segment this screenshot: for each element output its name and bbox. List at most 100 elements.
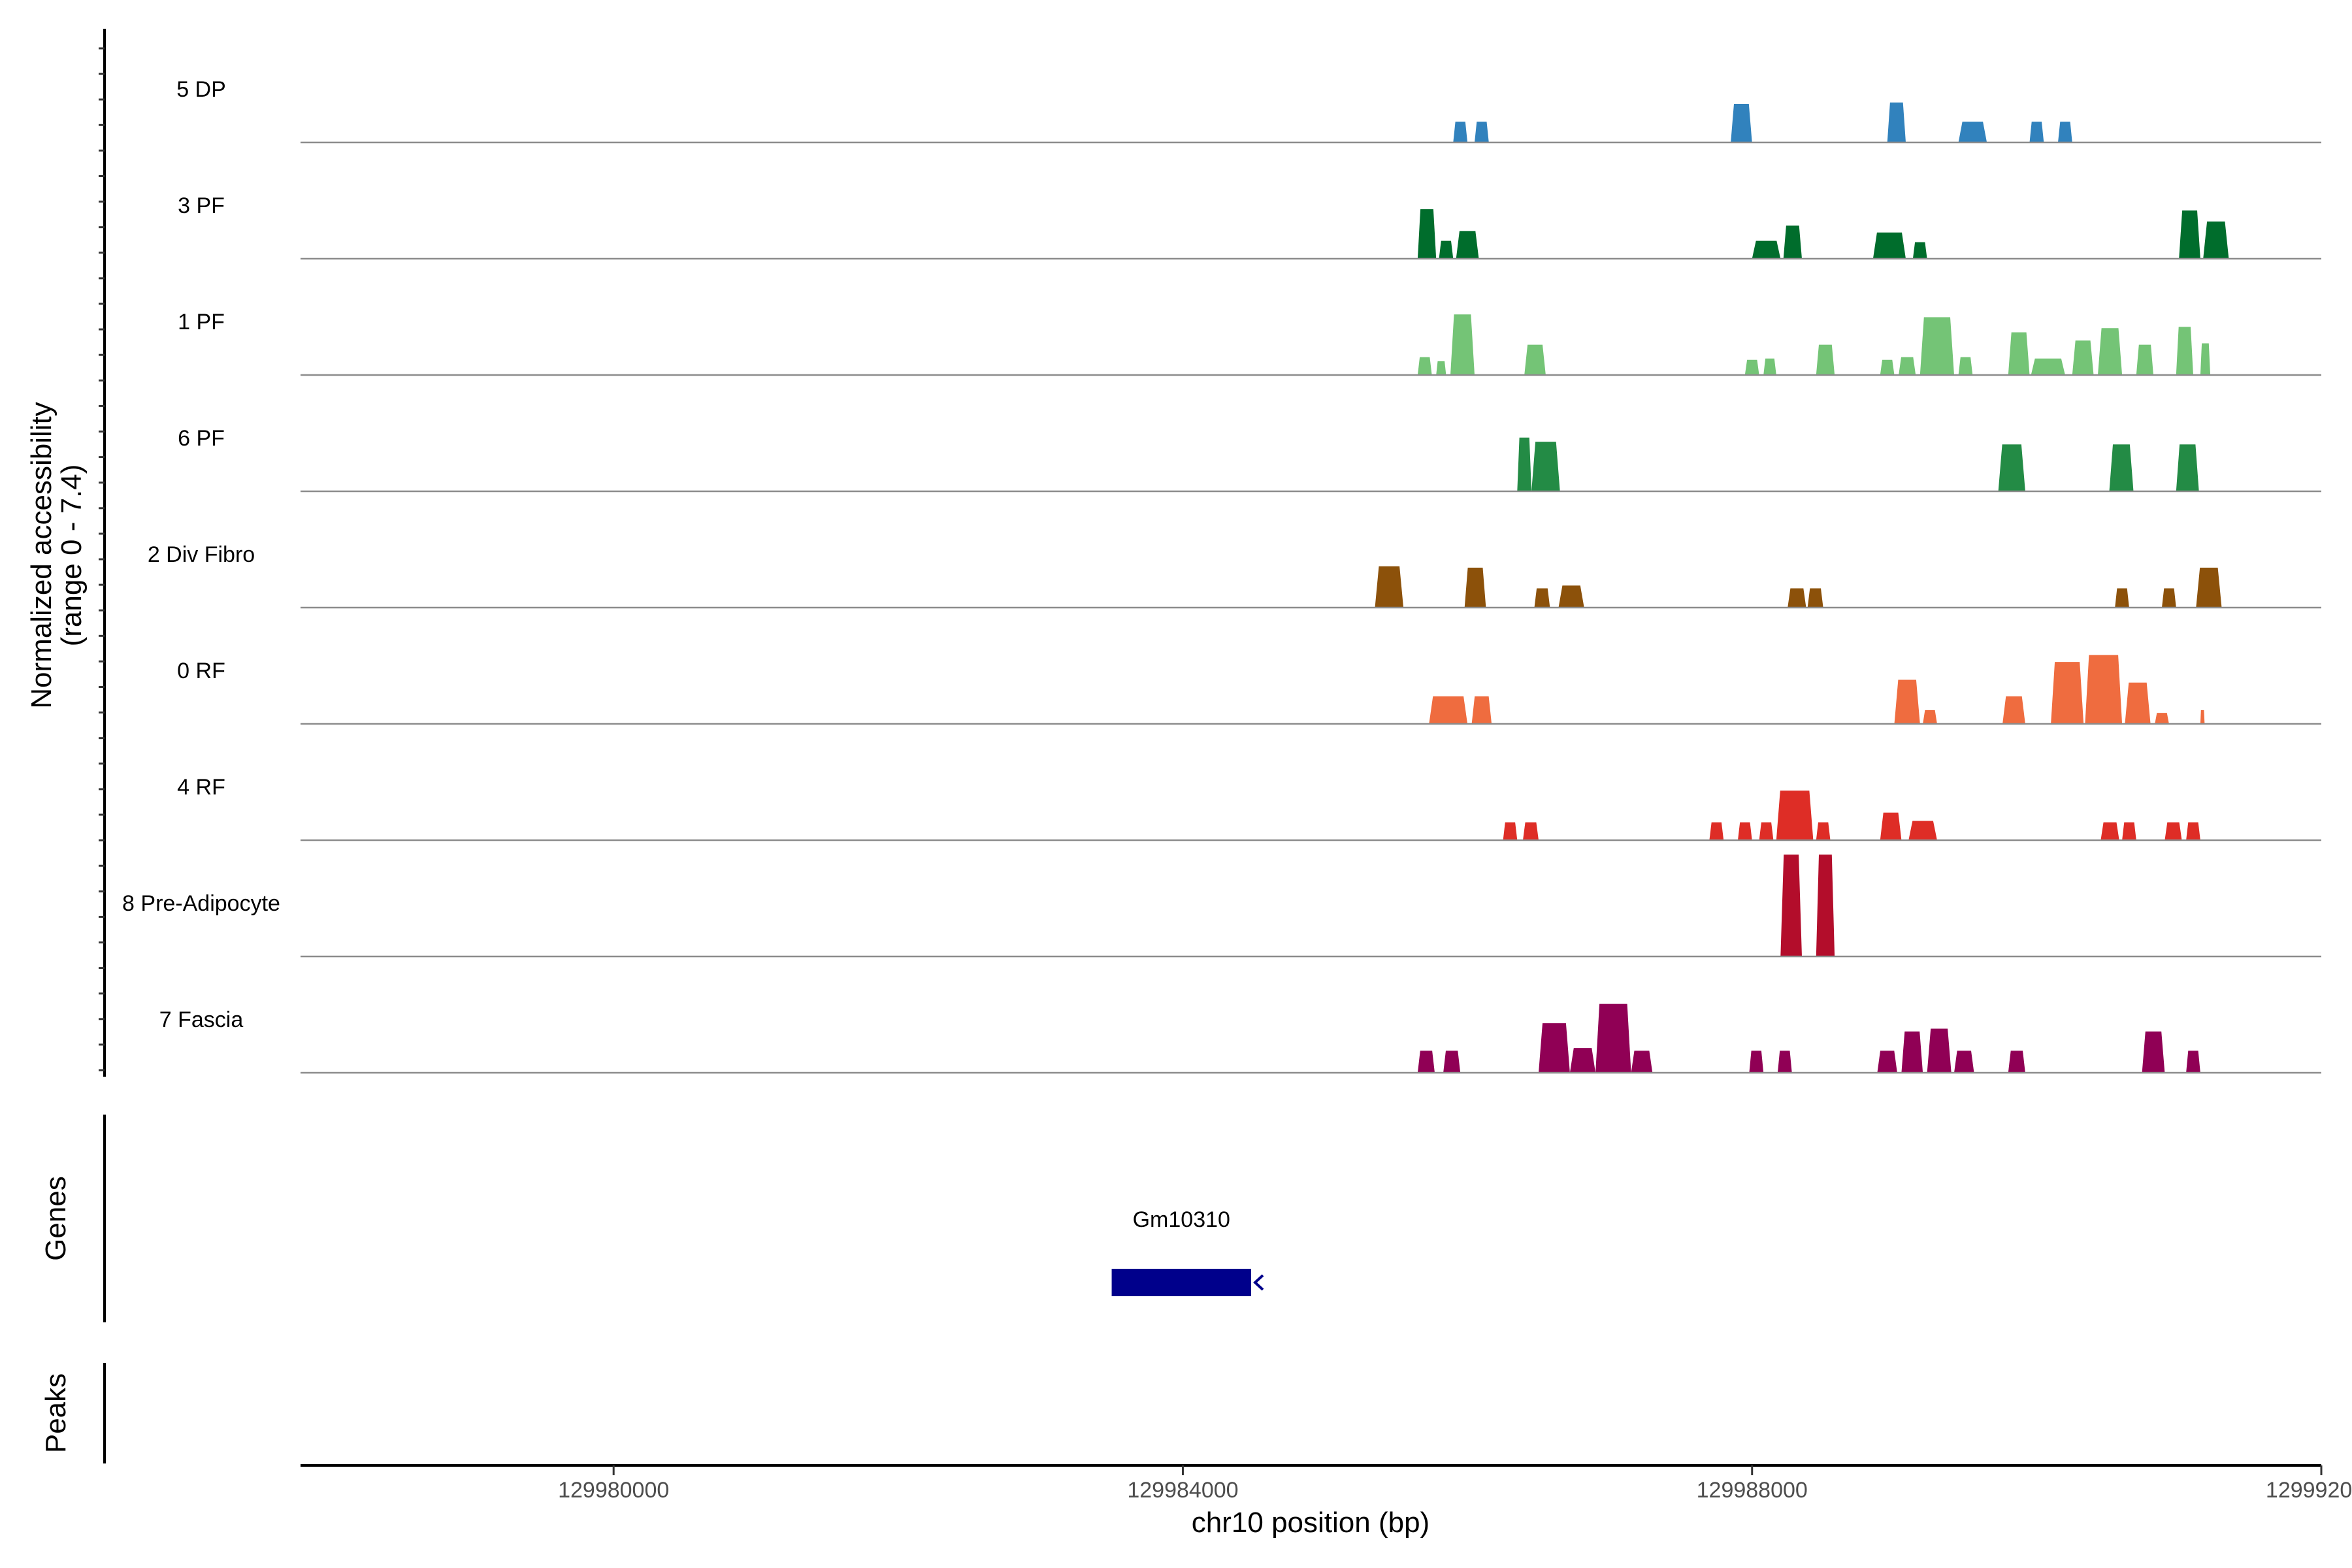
accessibility-peak <box>2196 567 2222 608</box>
track-2-div-fibro: 2 Div Fibro <box>148 542 2321 609</box>
accessibility-peak <box>1569 1048 1596 1073</box>
accessibility-peak <box>2155 713 2169 724</box>
accessibility-peak <box>1877 1051 1897 1073</box>
accessibility-peak <box>2203 221 2229 259</box>
accessibility-peak <box>1503 822 1518 840</box>
accessibility-peak <box>1475 122 1489 142</box>
accessibility-peak <box>2142 1031 2165 1073</box>
track-4-rf: 4 RF <box>177 775 2321 841</box>
accessibility-peak <box>1417 357 1432 375</box>
x-tick-label: 129992000 <box>2266 1478 2352 1503</box>
accessibility-peak <box>1456 231 1479 259</box>
accessibility-peak <box>1558 585 1584 608</box>
accessibility-peak <box>1912 242 1927 259</box>
accessibility-peak <box>2002 696 2025 724</box>
accessibility-peak <box>1417 209 1437 259</box>
accessibility-peak <box>2186 822 2200 840</box>
track-label: 5 DP <box>176 77 226 102</box>
track-label: 8 Pre-Adipocyte <box>122 891 280 916</box>
accessibility-peak <box>1816 344 1835 375</box>
accessibility-peak <box>1375 566 1404 608</box>
accessibility-peak <box>1631 1051 1653 1073</box>
accessibility-peak <box>1517 437 1532 491</box>
accessibility-peak <box>2031 358 2065 375</box>
accessibility-peak <box>1436 361 1446 375</box>
track-label: 4 RF <box>177 775 225 800</box>
x-tick-label: 129988000 <box>1697 1478 1808 1503</box>
track-1-pf: 1 PF <box>178 310 2321 376</box>
accessibility-peak <box>1783 225 1802 259</box>
track-label: 1 PF <box>178 310 225 335</box>
accessibility-peak <box>1534 588 1550 608</box>
accessibility-peak <box>1539 1023 1570 1073</box>
gene-annotations: Gm10310 <box>1111 1207 1264 1296</box>
accessibility-peak <box>1531 442 1560 491</box>
accessibility-peak <box>1919 317 1954 375</box>
peaks-panel-title: Peaks <box>40 1373 72 1453</box>
accessibility-peak <box>1958 357 1973 375</box>
accessibility-peak <box>1958 122 1987 142</box>
accessibility-peak <box>1752 240 1781 259</box>
accessibility-peak <box>1709 822 1724 840</box>
accessibility-peak <box>1749 1051 1764 1073</box>
accessibility-peak <box>1429 696 1468 724</box>
track-label: 0 RF <box>177 659 225 683</box>
y-axis-title-line2: (range 0 - 7.4) <box>56 465 88 647</box>
coverage-tracks: 5 DP 3 PF 1 PF 6 PF 2 Div Fibro 0 RF 4 RF 8 Pre… <box>122 77 2321 1074</box>
strand-arrow-icon <box>1253 1274 1264 1291</box>
accessibility-peak <box>1887 102 1906 142</box>
accessibility-peak <box>1954 1051 1974 1073</box>
accessibility-peak <box>2186 1051 2200 1073</box>
accessibility-peak <box>2072 340 2094 375</box>
accessibility-peak <box>1816 855 1835 956</box>
track-7-fascia: 7 Fascia <box>159 1004 2321 1074</box>
accessibility-peak <box>1899 357 1916 375</box>
accessibility-peak <box>1816 822 1831 840</box>
x-tick-label: 129984000 <box>1127 1478 1238 1503</box>
accessibility-peak <box>1731 104 1752 142</box>
track-label: 3 PF <box>178 193 225 218</box>
accessibility-peak <box>1464 567 1486 608</box>
track-5-dp: 5 DP <box>176 77 2321 144</box>
accessibility-peak <box>2115 588 2129 608</box>
accessibility-peak <box>2058 122 2072 142</box>
y-axis-title-line1: Normalized accessibility <box>25 402 57 708</box>
accessibility-peak <box>2176 327 2193 375</box>
accessibility-peak <box>1923 710 1937 724</box>
accessibility-peak <box>2200 343 2211 375</box>
accessibility-peak <box>2179 210 2200 259</box>
accessibility-peak <box>1595 1004 1631 1073</box>
accessibility-peak <box>1927 1028 1952 1073</box>
gene-label: Gm10310 <box>1133 1207 1230 1232</box>
accessibility-peak <box>1894 679 1920 724</box>
gene-body <box>1111 1269 1252 1296</box>
accessibility-peak <box>1780 855 1802 956</box>
accessibility-peak <box>2125 682 2151 724</box>
accessibility-peak <box>1471 696 1492 724</box>
accessibility-peak <box>1524 344 1546 375</box>
x-axis-title: chr10 position (bp) <box>1192 1507 1429 1539</box>
accessibility-peak <box>1901 1031 1923 1073</box>
accessibility-peak <box>1872 232 1906 259</box>
track-6-pf: 6 PF <box>178 426 2321 493</box>
accessibility-peak <box>1523 822 1539 840</box>
accessibility-peak <box>1439 240 1454 259</box>
accessibility-peak <box>1738 822 1752 840</box>
track-8-pre-adipocyte: 8 Pre-Adipocyte <box>122 855 2321 958</box>
accessibility-peak <box>1880 812 1902 840</box>
accessibility-peak <box>1788 588 1806 608</box>
accessibility-peak <box>1744 359 1759 375</box>
accessibility-axis <box>99 29 106 1077</box>
accessibility-peak <box>1417 1051 1435 1073</box>
accessibility-peak <box>2085 655 2123 724</box>
accessibility-peak <box>2008 1051 2025 1073</box>
accessibility-peak <box>1453 122 1468 142</box>
genes-panel-title: Genes <box>40 1176 72 1261</box>
accessibility-peak <box>2100 822 2119 840</box>
track-0-rf: 0 RF <box>177 655 2321 725</box>
accessibility-peak <box>2008 332 2030 375</box>
accessibility-peak <box>2051 662 2084 724</box>
accessibility-peak <box>1759 822 1774 840</box>
accessibility-peak <box>2029 122 2044 142</box>
accessibility-peak <box>1443 1051 1461 1073</box>
